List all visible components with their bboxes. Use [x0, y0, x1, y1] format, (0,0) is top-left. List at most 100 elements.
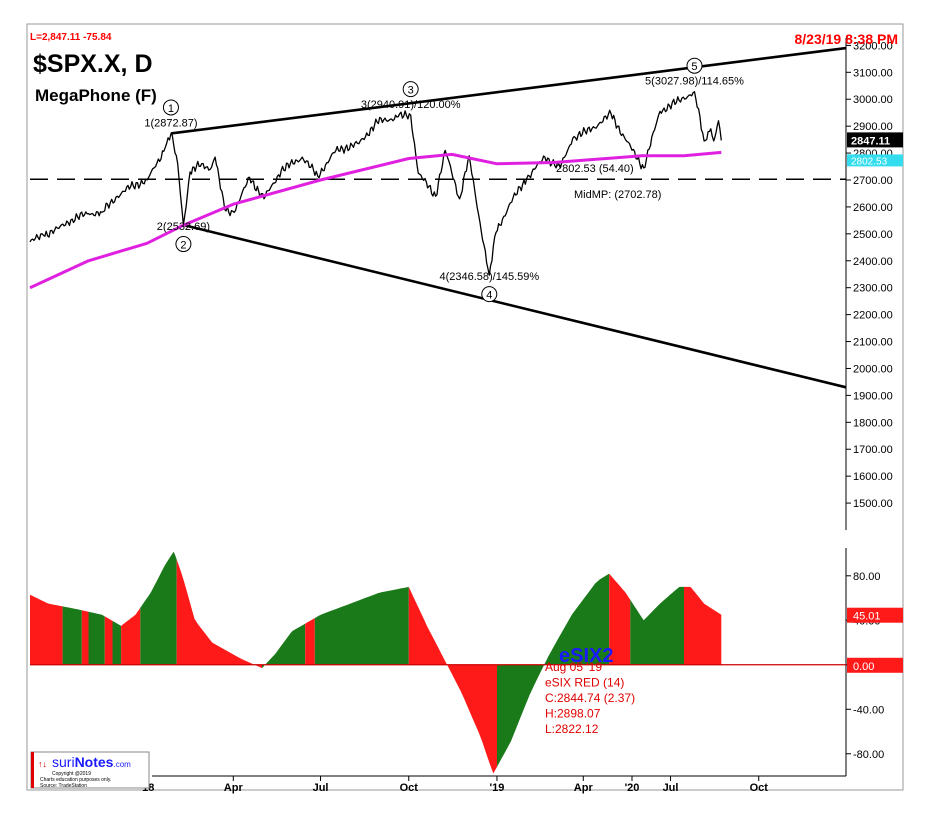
- x-tick-label: Oct: [400, 782, 419, 794]
- logo-mark: ↑↓: [38, 759, 47, 769]
- pivot-label: 5(3027.98)/114.65%: [645, 76, 744, 88]
- price-tick-label: 1700.00: [853, 444, 893, 456]
- logo-text: suriNotes.com: [52, 754, 131, 770]
- x-tick-label: '19: [490, 782, 505, 794]
- esix-tick-label: 80.00: [853, 571, 881, 583]
- esix-segment: [104, 616, 113, 665]
- logo-border: [30, 751, 150, 789]
- price-tag-text: 2847.11: [851, 135, 890, 147]
- price-tick-label: 2400.00: [853, 256, 893, 268]
- pivot-circle: [162, 99, 179, 116]
- ma-tag-box: [847, 154, 903, 167]
- price-tick-label: 3200.00: [853, 40, 893, 52]
- price-tick-label: 1800.00: [853, 417, 893, 429]
- pivot-label: 4(2346.58)/145.59%: [439, 271, 539, 283]
- pivot-1: 1 1(2872.87): [144, 99, 198, 129]
- esix-legend-line: C:2844.74 (2.37): [545, 691, 635, 705]
- price-tick-label: 2200.00: [853, 310, 893, 322]
- esix-title: eSIX2: [559, 645, 613, 667]
- pivot-number: 5: [691, 61, 697, 73]
- esix-legend-line: H:2898.07: [545, 707, 601, 721]
- price-tick-label: 3100.00: [853, 67, 893, 79]
- pivot-5: 5 5(3027.98)/114.65%: [645, 57, 744, 88]
- esix-segment: [88, 611, 105, 665]
- upper-trendline: [170, 46, 847, 135]
- pivot-label: 1(2872.87): [144, 117, 197, 129]
- esix-segment: [112, 620, 122, 665]
- pivot-2: 2 2(2532.69): [157, 221, 210, 253]
- esix-segment: [176, 559, 262, 669]
- esix-tick-label: -80.00: [853, 749, 884, 761]
- price-line: [29, 91, 722, 276]
- price-tick-label: 2500.00: [853, 229, 893, 241]
- logo-main: Notes: [75, 754, 114, 770]
- pivot-circle: [686, 57, 703, 74]
- esix-segment: [609, 573, 631, 665]
- x-tick-label: Apr: [224, 782, 244, 794]
- x-tick-label: Jul: [663, 782, 679, 794]
- esix-segment: [140, 551, 177, 665]
- esix-legend-line: L:2822.12: [545, 722, 599, 736]
- pivot-circle: [175, 236, 192, 253]
- pivot-circle: [481, 286, 498, 303]
- logo-source: Source: TradeStation: [40, 783, 87, 789]
- x-tick-label: Jul: [313, 782, 329, 794]
- price-tag-box: [847, 132, 903, 148]
- symbol-title: $SPX.X, D: [33, 50, 153, 78]
- esix-area: [30, 551, 846, 774]
- datetime: 8/23/19 8:38 PM: [794, 31, 898, 47]
- esix-segment: [408, 586, 497, 774]
- esix-legend-line: Aug 05 '19: [545, 660, 602, 674]
- price-tick-label: 1900.00: [853, 390, 893, 402]
- ma-value-label: 2802.53 (54.40): [556, 163, 634, 175]
- esix-segment: [497, 573, 610, 767]
- esix-segment: [314, 586, 409, 665]
- price-tick-label: 2600.00: [853, 202, 893, 214]
- esix-segment: [630, 586, 684, 665]
- esix-zero-tag-text: 0.00: [853, 661, 874, 673]
- x-tick-label: Apr: [574, 782, 594, 794]
- esix-segment: [684, 586, 722, 665]
- logo-copyright: Copyright @2019: [52, 771, 91, 777]
- pivot-number: 3: [408, 85, 414, 97]
- esix-legend-line: eSIX RED (14): [545, 676, 624, 690]
- ma-tag-text: 2802.53: [851, 156, 888, 167]
- esix-axis-tags: 45.01 0.00: [847, 607, 903, 673]
- esix-segment: [305, 618, 315, 665]
- price-tick-label: 1600.00: [853, 471, 893, 483]
- esix-tick-label: -40.00: [853, 704, 884, 716]
- esix-panel: 80.0040.000.00-40.00-80.00 45.010.00: [30, 548, 903, 776]
- price-tick-label: 1500.00: [853, 498, 893, 510]
- ma-line: [29, 150, 722, 290]
- x-tick-label: Oct: [750, 782, 769, 794]
- esix-segment: [30, 594, 63, 665]
- esix-segment: [81, 610, 89, 665]
- esix-value-tag-text: 45.01: [853, 611, 881, 623]
- lower-trendline: [183, 223, 847, 389]
- price-tick-label: 2700.00: [853, 175, 893, 187]
- price-tick-label: 2000.00: [853, 363, 893, 375]
- price-series: [29, 91, 722, 290]
- esix-segment: [262, 623, 306, 669]
- esix-legend: Aug 05 '19 eSIX RED (14)C:2844.74 (2.37) H…: [545, 660, 635, 736]
- price-tick-label: 3000.00: [853, 94, 893, 106]
- pivots: 1 1(2872.87) 2 2(2532.69) 3 3(2940.91)/120.00…: [144, 57, 744, 303]
- logo-stripe: [31, 752, 34, 788]
- pivot-3: 3 3(2940.91)/120.00%: [361, 81, 461, 111]
- price-tick-label: 2900.00: [853, 121, 893, 133]
- price-axis-tags: 2847.11 2802.53: [847, 132, 903, 167]
- pivot-label: 3(2940.91)/120.00%: [361, 99, 461, 111]
- price-panel: 3200.003100.003000.002900.002800.002700.…: [29, 38, 903, 530]
- pivot-number: 4: [486, 290, 492, 302]
- x-tick-label: '20: [625, 782, 640, 794]
- last-price: L=2,847.11 -75.84: [30, 32, 112, 43]
- esix-zero-tag-box: [847, 657, 903, 673]
- pivot-number: 2: [180, 240, 186, 252]
- pivot-number: 1: [168, 103, 174, 115]
- logo-box: ↑↓ suriNotes.com Copyright @2019 Charts …: [30, 751, 150, 789]
- midmp-label: MidMP: (2702.78): [574, 189, 661, 201]
- esix-segment: [62, 606, 82, 665]
- pivot-label: 2(2532.69): [157, 221, 210, 233]
